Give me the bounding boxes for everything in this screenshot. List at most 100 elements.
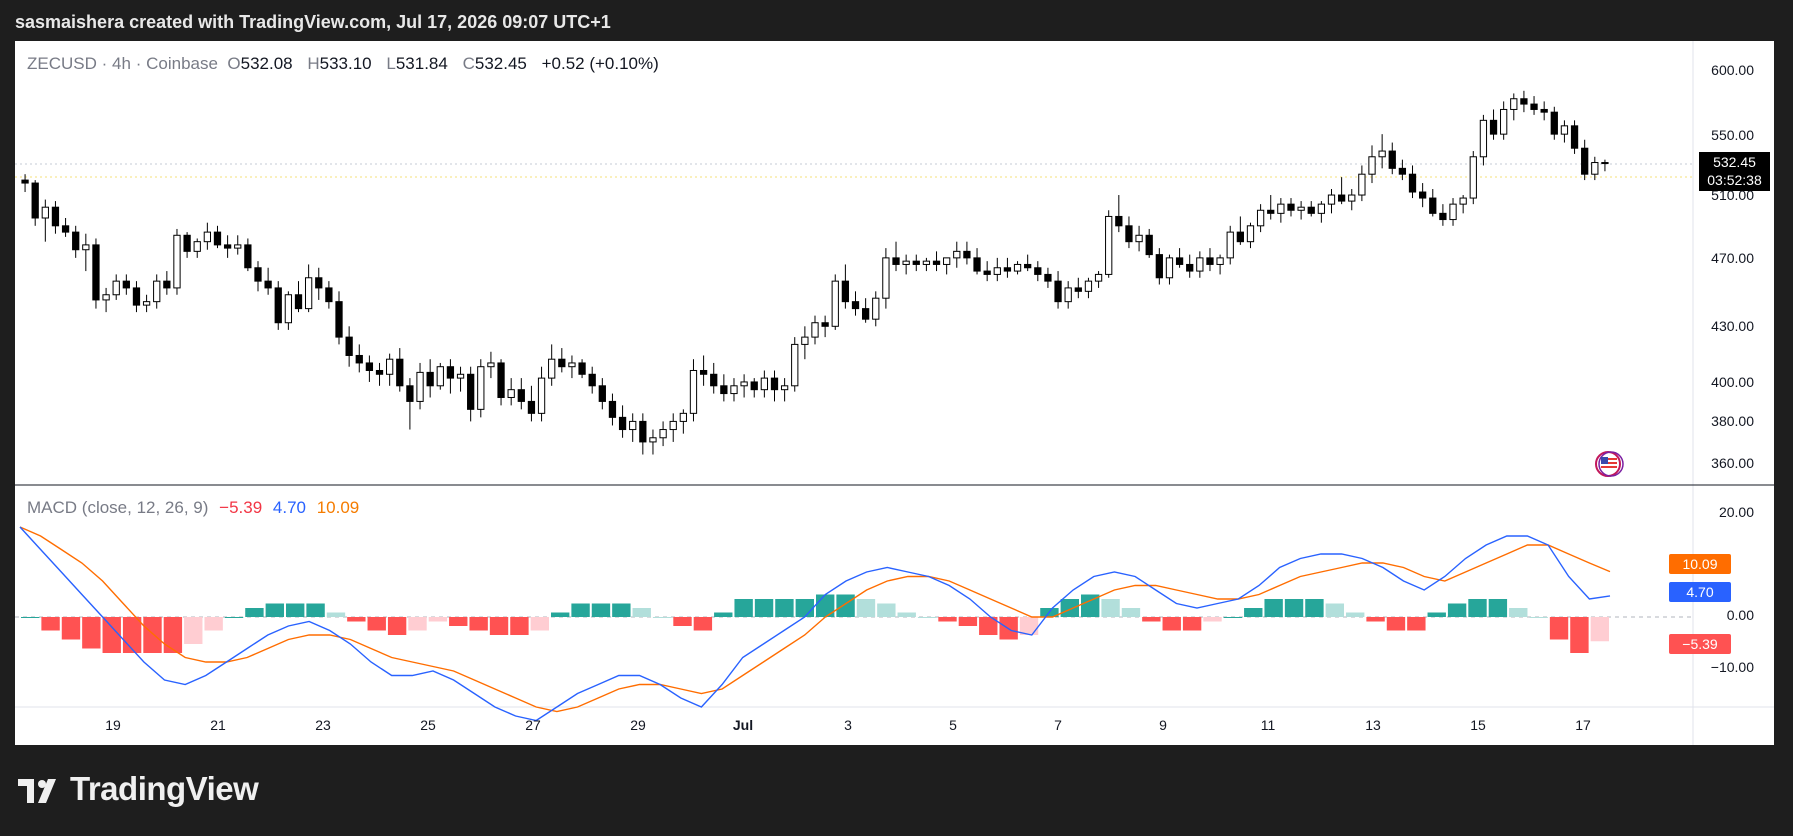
open-label: O	[227, 54, 241, 73]
candle-body	[1165, 257, 1174, 279]
candle-body	[375, 369, 384, 375]
candle-body	[1003, 267, 1012, 272]
time-tick: 3	[844, 717, 852, 733]
candle-body	[1236, 231, 1244, 243]
chart-frame[interactable]	[15, 41, 1774, 745]
candle-body	[102, 294, 110, 301]
candle-body	[882, 257, 890, 299]
candle-body	[770, 377, 779, 391]
candle-body	[963, 250, 971, 259]
candle-body	[1307, 206, 1315, 214]
candle-body	[1439, 212, 1447, 221]
histogram-bar	[1081, 594, 1100, 617]
histogram-bar	[1182, 617, 1202, 631]
histogram-bar	[204, 617, 223, 631]
candle-body	[51, 206, 60, 227]
candle-body	[608, 400, 617, 418]
candle-body	[1560, 125, 1569, 135]
candle-body	[1054, 280, 1062, 303]
candle-body	[1094, 273, 1103, 282]
candle-body	[1115, 215, 1123, 227]
candle-body	[406, 385, 414, 402]
candle-body	[507, 389, 515, 398]
candle-body	[436, 366, 444, 387]
candle-body	[82, 244, 90, 251]
time-tick: 13	[1365, 717, 1381, 733]
candle-body	[1155, 254, 1163, 279]
histogram-bar	[897, 612, 916, 617]
histogram-bar	[1468, 599, 1487, 617]
histogram-bar	[856, 599, 876, 617]
histogram-bar	[673, 617, 692, 626]
histogram-bar	[408, 617, 427, 631]
candle-body	[1226, 231, 1234, 259]
histogram-bar	[224, 617, 244, 618]
candle-body	[1145, 234, 1153, 256]
time-tick: 21	[210, 717, 226, 733]
candle-body	[274, 287, 282, 324]
tradingview-logo[interactable]: TradingView	[18, 770, 259, 808]
candle-body	[477, 366, 485, 410]
candle-body	[234, 244, 242, 249]
histogram-bar	[1488, 599, 1508, 617]
histogram-bar	[449, 617, 468, 626]
candle-body	[1287, 203, 1295, 211]
candle-body	[639, 420, 647, 443]
time-tick: 29	[630, 717, 646, 733]
candle-body	[244, 244, 252, 269]
candle-body	[1520, 98, 1528, 105]
histogram-bar	[693, 617, 713, 631]
candle-body	[1530, 103, 1538, 110]
candlestick-series	[21, 90, 1609, 455]
macd-line-value: 4.70	[272, 498, 306, 517]
candle-body	[1378, 150, 1386, 158]
candle-body	[1388, 150, 1396, 169]
candle-body	[740, 381, 748, 387]
histogram-bar	[82, 617, 101, 649]
histogram-bar	[1223, 617, 1243, 618]
candle-body	[386, 358, 394, 375]
low-label: L	[386, 54, 396, 73]
candle-body	[750, 381, 758, 391]
candle-body	[1013, 263, 1022, 272]
candle-body	[872, 297, 880, 320]
candle-body	[254, 267, 262, 282]
candle-body	[983, 270, 991, 275]
histogram-bar	[754, 599, 774, 617]
time-tick: 19	[105, 717, 121, 733]
candle-body	[1186, 263, 1194, 272]
candle-body	[811, 322, 819, 338]
candle-body	[1196, 257, 1204, 272]
price-tick: 550.00	[1711, 127, 1754, 143]
histogram-bar	[1121, 608, 1141, 617]
histogram-bar	[877, 603, 896, 617]
histogram-bar	[184, 617, 203, 644]
ohlc-legend: ZECUSD · 4h · Coinbase O532.08 H533.10 L…	[27, 54, 669, 74]
candle-body	[72, 231, 80, 251]
candle-body	[1500, 108, 1508, 135]
candle-body	[548, 358, 556, 379]
candle-body	[791, 343, 799, 387]
candle-body	[487, 362, 495, 368]
candle-body	[993, 267, 1001, 275]
candle-body	[659, 429, 667, 439]
histogram-bar	[163, 617, 183, 653]
candle-body	[153, 280, 161, 303]
interval[interactable]: 4h	[112, 54, 131, 73]
histogram-bar	[41, 617, 60, 631]
candle-body	[173, 234, 181, 289]
macd-tick: −10.00	[1710, 659, 1754, 675]
candle-body	[1479, 119, 1488, 158]
candle-body	[527, 400, 536, 414]
macd-title[interactable]: MACD (close, 12, 26, 9)	[27, 498, 209, 517]
candle-body	[325, 287, 333, 303]
candle-body	[760, 377, 769, 391]
candle-body	[710, 373, 718, 387]
symbol[interactable]: ZECUSD	[27, 54, 97, 73]
histogram-bar	[347, 617, 366, 622]
candle-body	[1398, 167, 1407, 175]
histogram-bar	[1325, 603, 1344, 617]
histogram-bar	[714, 612, 733, 617]
candle-body	[1277, 203, 1285, 214]
